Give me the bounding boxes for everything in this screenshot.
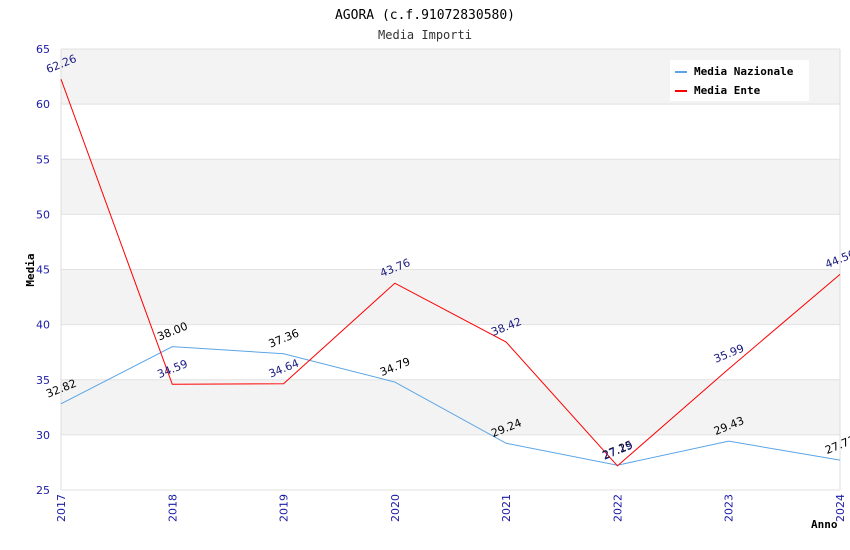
x-tick-label: 2018	[166, 494, 179, 522]
x-tick-label: 2023	[723, 494, 736, 522]
grid-band	[61, 159, 840, 215]
grid-band	[61, 324, 840, 380]
grid-bands	[61, 49, 840, 490]
y-tick-label: 45	[36, 264, 50, 277]
y-tick-label: 55	[36, 153, 50, 166]
gridlines	[60, 48, 841, 491]
chart-title: AGORA (c.f.91072830580)	[335, 8, 515, 23]
chart-subtitle: Media Importi	[378, 28, 472, 42]
x-tick-label: 2020	[389, 494, 402, 522]
y-tick-label: 40	[36, 319, 50, 332]
legend-box	[670, 60, 809, 101]
y-tick-label: 35	[36, 374, 50, 387]
y-tick-label: 65	[36, 43, 50, 56]
x-tick-label: 2022	[611, 494, 624, 522]
x-tick-label: 2021	[500, 494, 513, 522]
grid-band	[61, 379, 840, 435]
y-tick-label: 30	[36, 429, 50, 442]
legend: Media Nazionale Media Ente	[670, 60, 809, 101]
legend-label-media-nazionale: Media Nazionale	[694, 65, 794, 78]
grid-band	[61, 434, 840, 490]
grid-band	[61, 104, 840, 160]
x-tick-label: 2017	[55, 494, 68, 522]
x-tick-label: 2024	[834, 494, 847, 522]
legend-label-media-ente: Media Ente	[694, 84, 761, 97]
y-tick-label: 60	[36, 98, 50, 111]
y-tick-label: 50	[36, 208, 50, 221]
series-lines	[60, 79, 841, 467]
series-line-0	[60, 346, 841, 466]
x-tick-label: 2019	[278, 494, 291, 522]
x-axis-ticks: 2017 2018 2019 2020 2021 2022 2023 2024	[55, 494, 847, 522]
grid-band	[61, 269, 840, 325]
grid-band	[61, 214, 840, 270]
y-axis-ticks: 25 30 35 40 45 50 55 60 65	[36, 43, 50, 497]
y-axis-label: Media	[24, 253, 37, 286]
y-tick-label: 25	[36, 484, 50, 497]
series-line-1	[60, 79, 841, 467]
x-axis-label: Anno	[811, 518, 838, 531]
